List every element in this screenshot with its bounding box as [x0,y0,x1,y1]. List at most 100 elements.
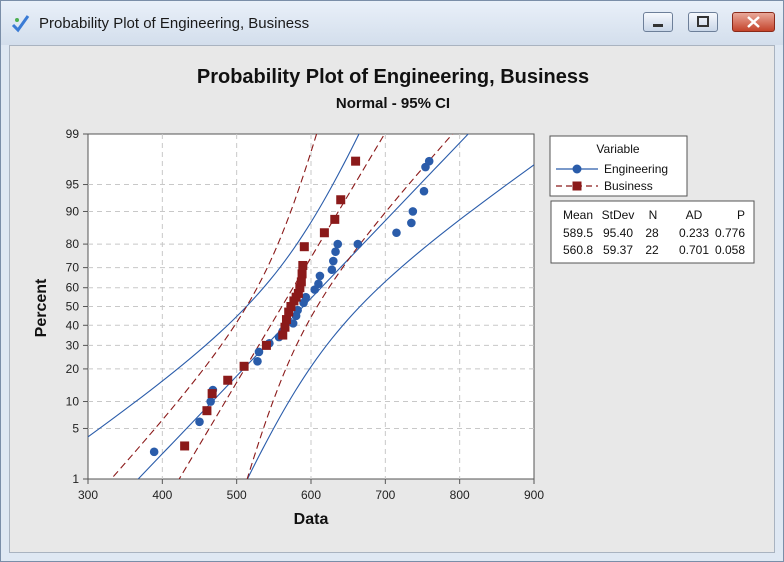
minimize-button[interactable] [643,12,673,32]
legend-title: Variable [596,142,639,156]
point-engineering [407,218,416,228]
point-engineering [408,207,418,216]
ci-upper-business [110,134,318,479]
y-tick-label: 5 [72,421,79,435]
y-tick-label: 90 [66,204,80,218]
x-tick-label: 800 [450,488,470,502]
stats-cell: 560.8 [563,243,593,257]
point-business [239,361,249,371]
point-engineering [315,271,325,281]
probability-plot: Probability Plot of Engineering, Busines… [33,66,755,528]
point-engineering [333,239,343,249]
point-business [295,283,305,293]
stats-cell: 95.40 [603,226,633,240]
point-engineering [353,239,363,249]
y-tick-label: 50 [66,300,80,314]
point-business [278,330,288,340]
point-engineering [288,319,298,328]
stats-header: Mean [563,208,593,222]
point-business [319,228,329,238]
y-tick-label: 80 [66,237,80,251]
x-tick-label: 900 [524,488,544,502]
x-axis-label: Data [294,511,329,528]
chart-title: Probability Plot of Engineering, Busines… [197,66,589,88]
close-icon [747,16,760,28]
point-business [280,322,290,332]
x-tick-label: 400 [152,488,172,502]
point-engineering [419,186,429,196]
point-engineering [314,279,323,289]
point-engineering [254,347,264,357]
ci-lower-business [246,134,454,479]
title-bar[interactable]: Probability Plot of Engineering, Busines… [1,1,783,45]
data-points [149,156,434,457]
stats-header: StDev [602,208,635,222]
y-tick-label: 10 [66,395,80,409]
y-axis-label: Percent [33,278,50,337]
y-tick-label: 95 [66,178,80,192]
point-business [299,242,309,252]
point-engineering [327,265,337,275]
point-business [223,375,233,385]
y-tick-label: 20 [66,362,80,376]
ci-lower-engineering [246,164,534,479]
stats-table-box [550,200,755,264]
stats-cell: 0.776 [715,226,745,240]
point-business [281,315,291,325]
stats-cell: 59.37 [603,243,633,257]
point-engineering [329,256,338,266]
point-business [202,406,212,416]
ci-upper-engineering [88,134,360,438]
x-tick-label: 300 [78,488,98,502]
y-tick-label: 99 [66,127,80,141]
stats-cell: 0.058 [715,243,745,257]
stats-cell: 28 [645,226,659,240]
point-business [296,277,306,287]
stats-header: P [737,208,745,222]
legend-entry-engineering: Engineering [604,162,668,176]
y-tick-label: 1 [72,472,79,486]
stats-header: N [649,208,658,222]
stats-cell: 589.5 [563,226,593,240]
x-tick-label: 700 [375,488,395,502]
minimize-icon [653,24,663,27]
y-tick-label: 70 [66,261,80,275]
legend-marker-engineering [572,164,582,174]
point-business [330,214,340,224]
point-engineering [301,292,311,302]
maximize-icon [697,16,709,27]
stats-table: Mean StDev N AD P 589.5 95.40 28 0.233 0.776 560.8… [550,200,755,264]
y-tick-label: 40 [66,318,80,332]
gridlines [88,134,534,479]
point-business [286,302,296,311]
point-engineering [392,228,401,238]
point-engineering [149,447,159,457]
point-engineering [195,417,204,427]
stats-header: AD [686,208,703,222]
legend-entry-business: Business [604,179,653,193]
legend-marker-business [572,181,582,191]
maximize-button[interactable] [688,12,718,32]
legend: Variable Engineering Business [549,135,688,197]
close-button[interactable] [732,12,775,32]
point-business [351,156,361,166]
axis-ticks: 300 400 500 600 700 800 900 1 5 10 20 30 40 50 60 70 80 9… [66,127,545,502]
plot-area: Probability Plot of Engineering, Busines… [9,45,775,553]
stats-cell: 0.233 [679,226,709,240]
point-business [298,260,308,270]
point-business [297,269,307,279]
window-title: Probability Plot of Engineering, Busines… [39,15,310,32]
stats-cell: 22 [645,243,659,257]
point-engineering [206,397,215,406]
y-tick-label: 30 [66,338,80,352]
point-business [207,389,217,399]
point-business [293,288,303,298]
point-business [261,340,271,350]
point-engineering [331,247,340,257]
y-tick-label: 60 [66,281,80,295]
point-business [180,441,190,451]
point-business [284,307,294,317]
fit-line-business [178,134,386,479]
point-engineering [293,305,302,315]
